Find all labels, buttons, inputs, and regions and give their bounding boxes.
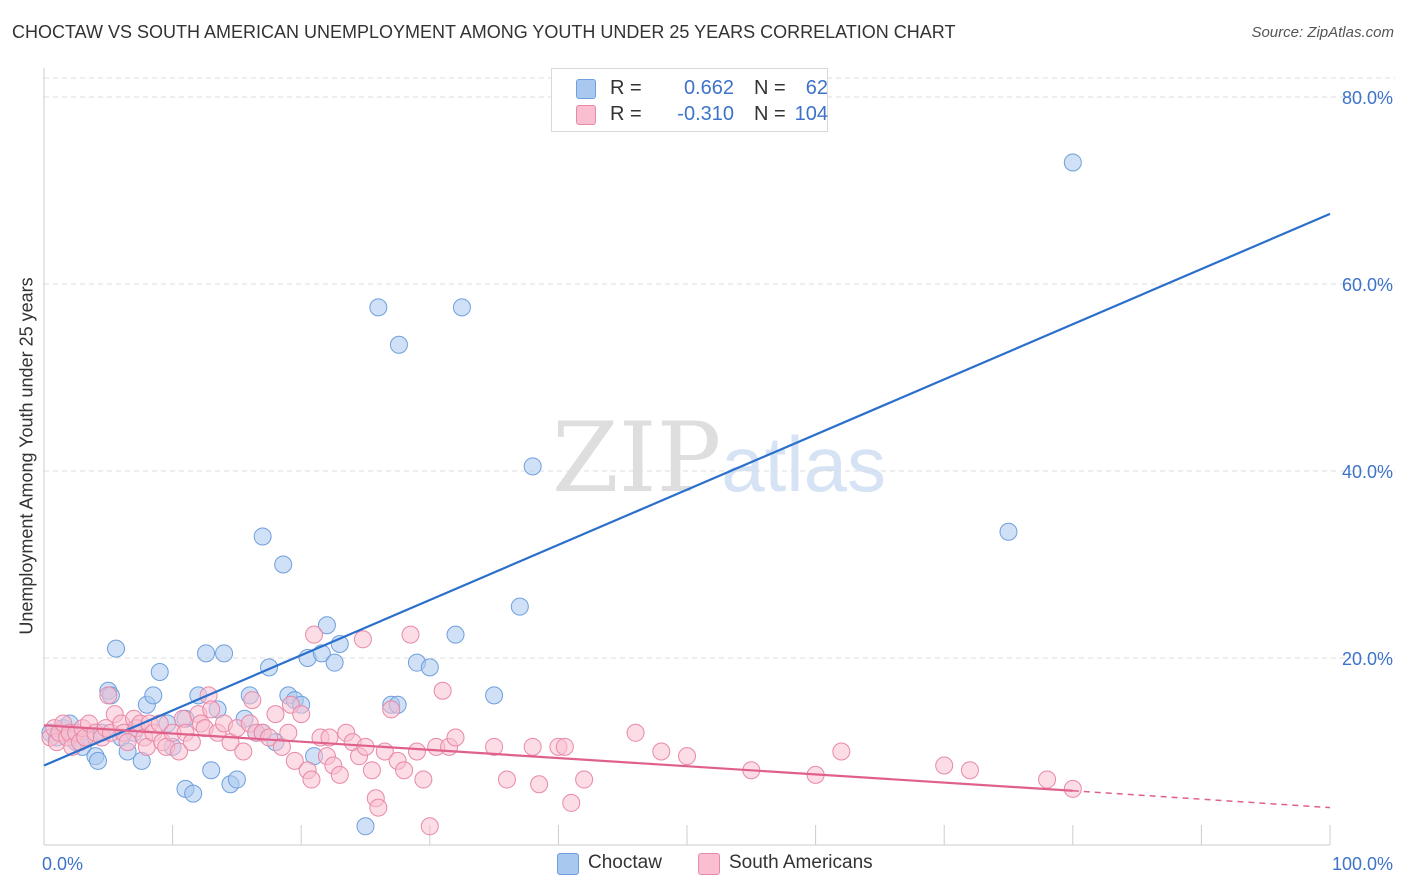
data-point-south-americans (279, 723, 298, 742)
data-point-south-americans (362, 761, 381, 780)
data-point-south-americans (266, 705, 285, 724)
data-point-choctaw (356, 817, 375, 836)
data-point-south-americans (530, 775, 549, 794)
data-point-choctaw (274, 555, 293, 574)
legend-swatch-choctaw (576, 79, 596, 99)
data-point-choctaw (150, 663, 169, 682)
source-label: Source: ZipAtlas.com (1251, 24, 1394, 41)
data-point-south-americans (382, 700, 401, 719)
data-point-choctaw (215, 644, 234, 663)
data-point-choctaw (369, 298, 388, 317)
data-point-choctaw (107, 639, 126, 658)
data-point-choctaw (253, 527, 272, 546)
watermark: ZIPatlas (552, 402, 886, 514)
trend-line-extension-south-americans (1072, 790, 1331, 809)
data-point-south-americans (575, 770, 594, 789)
data-point-south-americans (497, 770, 516, 789)
data-point-south-americans (652, 742, 671, 761)
data-point-south-americans (99, 686, 118, 705)
bottom-legend-swatch-choctaw (557, 853, 579, 875)
legend-n-label: N = (754, 103, 786, 125)
data-point-choctaw (420, 658, 439, 677)
chart-title: CHOCTAW VS SOUTH AMERICAN UNEMPLOYMENT A… (12, 22, 956, 42)
legend-r-label: R = (610, 77, 642, 99)
data-point-south-americans (935, 756, 954, 775)
trend-line-south-americans (43, 724, 1073, 792)
bottom-legend-swatch-south-americans (698, 853, 720, 875)
data-point-choctaw (999, 522, 1018, 541)
data-point-choctaw (184, 784, 203, 803)
data-point-choctaw (325, 653, 344, 672)
data-point-south-americans (420, 817, 439, 836)
data-point-choctaw (89, 751, 108, 770)
data-point-south-americans (170, 742, 189, 761)
bottom-legend-label-south-americans: South Americans (729, 852, 873, 873)
data-point-south-americans (302, 770, 321, 789)
data-point-choctaw (485, 686, 504, 705)
data-point-choctaw (452, 298, 471, 317)
data-point-choctaw (510, 597, 529, 616)
data-point-south-americans (330, 765, 349, 784)
data-point-choctaw (227, 770, 246, 789)
data-point-south-americans (305, 625, 324, 644)
data-point-south-americans (485, 737, 504, 756)
data-point-south-americans (118, 733, 137, 752)
y-tick-label: 20.0% (1342, 649, 1393, 669)
watermark-zip: ZIP (552, 402, 722, 514)
data-point-south-americans (260, 728, 279, 747)
legend-n-label: N = (754, 77, 786, 99)
data-point-choctaw (389, 335, 408, 354)
trend-line-choctaw (43, 212, 1331, 767)
data-point-south-americans (626, 723, 645, 742)
legend-r-label: R = (610, 103, 642, 125)
data-point-south-americans (433, 681, 452, 700)
data-point-south-americans (202, 700, 221, 719)
legend-r-value: 0.662 (683, 77, 734, 99)
data-point-choctaw (144, 686, 163, 705)
data-point-south-americans (960, 761, 979, 780)
data-point-choctaw (446, 625, 465, 644)
legend-swatch-south-americans (576, 105, 596, 125)
data-point-south-americans (555, 737, 574, 756)
data-point-south-americans (562, 793, 581, 812)
data-point-south-americans (407, 742, 426, 761)
y-tick-label: 60.0% (1342, 275, 1393, 295)
y-tick-label: 80.0% (1342, 88, 1393, 108)
data-point-south-americans (353, 630, 372, 649)
data-point-south-americans (320, 728, 339, 747)
legend-n-value: 104 (794, 103, 828, 125)
data-point-choctaw (1063, 153, 1082, 172)
data-point-south-americans (395, 761, 414, 780)
data-point-south-americans (678, 747, 696, 766)
data-point-choctaw (197, 644, 216, 663)
data-point-south-americans (523, 737, 542, 756)
data-point-south-americans (446, 728, 465, 747)
data-point-south-americans (234, 742, 253, 761)
data-point-south-americans (285, 751, 304, 770)
data-point-south-americans (1063, 779, 1082, 798)
legend-r-value: -0.310 (677, 103, 734, 125)
y-axis-label: Unemployment Among Youth under 25 years (16, 277, 37, 635)
data-point-choctaw (202, 761, 221, 780)
bottom-legend-label-choctaw: Choctaw (588, 852, 662, 873)
data-point-south-americans (401, 625, 420, 644)
y-tick-label: 40.0% (1342, 462, 1393, 482)
correlation-legend: R = 0.662 N = 62 R = -0.310 N = 104 (551, 68, 828, 132)
x-tick-label: 100.0% (1332, 854, 1393, 874)
data-point-south-americans (369, 798, 388, 817)
data-point-south-americans (243, 691, 262, 710)
data-point-choctaw (523, 457, 542, 476)
legend-n-value: 62 (805, 77, 828, 99)
data-point-south-americans (1038, 770, 1057, 789)
x-tick-label: 0.0% (42, 854, 83, 874)
data-point-south-americans (414, 770, 433, 789)
data-point-choctaw (317, 616, 336, 635)
data-point-south-americans (292, 705, 311, 724)
data-point-south-americans (832, 742, 851, 761)
